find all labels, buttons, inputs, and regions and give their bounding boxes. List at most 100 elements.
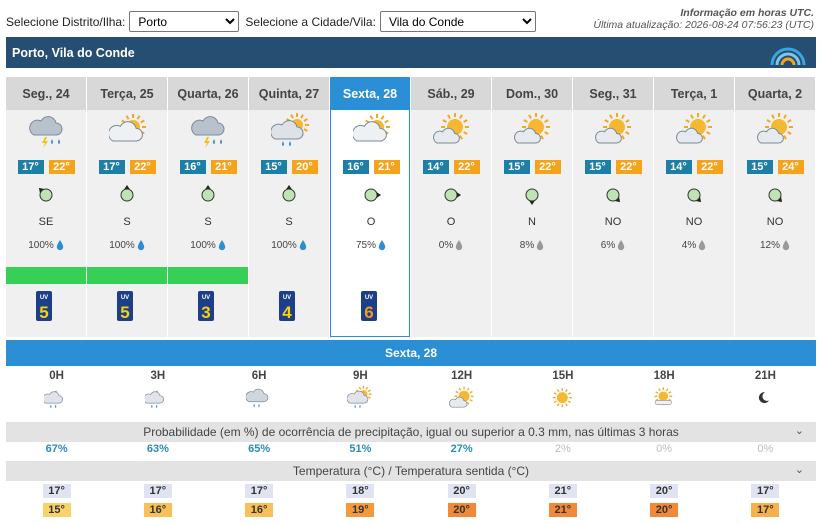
last-update: Última atualização: 2026-08-24 07:56:23 … [593,19,814,31]
hour-label: 21H [754,370,776,382]
day-column[interactable]: Quinta, 27 15° 20° S 100% UV 4 [249,77,329,337]
day-label[interactable]: Quarta, 2 [735,77,815,110]
raindrop-icon [135,240,145,251]
temp-max: 22° [534,160,561,174]
day-label[interactable]: Quinta, 27 [249,77,329,110]
location-header: Porto, Vila do Conde [6,37,816,68]
precip-probability: 100% [87,240,167,251]
uv-index-icon: UV 4 [279,291,295,321]
temp-max: 24° [777,160,804,174]
temp-max: 22° [615,160,642,174]
day-column[interactable]: Sáb., 29 14° 22° O 0% [411,77,491,337]
day-label[interactable]: Seg., 31 [573,77,653,110]
temp-max: 22° [129,160,156,174]
wind-direction-label: NO [604,216,622,228]
wind-direction-icon [440,184,462,206]
utc-note: Informação em horas UTC. [680,7,814,19]
hour-feels-like: 17° [751,503,780,517]
svg-text:UV: UV [121,295,129,301]
hour-precip: 51% [349,443,372,455]
temp-min: 14° [422,160,449,174]
precip-value: 4% [681,240,697,251]
hour-label: 0H [49,370,64,382]
rain-warning-bar [168,267,248,284]
day-temps: 17° 22° [6,160,86,174]
hour-label: 9H [353,370,368,382]
wind-direction-icon [764,184,786,206]
hour-precip: 2% [554,443,571,455]
raindrop-icon [376,240,386,251]
day-label[interactable]: Terça, 1 [654,77,734,110]
hour-precip: 67% [45,443,68,455]
temp-max: 20° [291,160,318,174]
day-label[interactable]: Dom., 30 [492,77,572,110]
wind-direction-label: NO [685,216,703,228]
raindrop-icon [696,240,706,251]
day-column[interactable]: Quarta, 2 15° 24° NO 12% [735,77,815,337]
weather-sun-cloud-icon [433,113,471,149]
hour-temp: 21° [548,484,577,498]
precip-section-header[interactable]: Probabilidade (em %) de ocorrência de pr… [6,422,816,442]
chevron-down-icon[interactable]: ⌄ [794,425,804,437]
hour-temp: 17° [143,484,172,498]
weather-thunder-rain-icon [28,113,66,149]
temp-max: 22° [696,160,723,174]
hour-precip: 0% [656,443,673,455]
precip-probability: 100% [249,240,329,251]
weather-sun-cloud-icon [757,113,795,149]
wind-direction-icon [197,184,219,206]
hour-temp: 17° [42,484,71,498]
day-column[interactable]: Seg., 24 17° 22° SE 100% UV 5 [6,77,86,337]
weather-sun-cloud-icon [676,113,714,149]
hour-precip: 27% [450,443,473,455]
wind-direction-label: S [123,216,131,228]
day-column[interactable]: Terça, 1 14° 22° NO 4% [654,77,734,337]
wind-direction-label: O [446,216,456,228]
hour-labels: 0H 3H 6H 9H 12H 15H 18H 21H [6,370,816,382]
city-select[interactable]: Vila do Conde [379,11,536,32]
svg-text:UV: UV [40,295,48,301]
precip-value: 100% [190,240,216,251]
hour-cloud-rain-icon [209,386,310,416]
rain-warning-bar [6,267,86,284]
weather-thunder-rain-icon [190,113,228,149]
temp-section-header[interactable]: Temperatura (°C) / Temperatura sentida (… [6,461,816,481]
district-select[interactable]: Porto [129,11,240,32]
day-column[interactable]: Sexta, 28 16° 21° O 75% UV 6 [330,77,410,337]
day-temps: 14° 22° [654,160,734,174]
raindrop-icon [453,240,463,251]
chevron-down-icon[interactable]: ⌄ [794,464,804,476]
wind-direction-icon [35,184,57,206]
day-column[interactable]: Quarta, 26 16° 21° S 100% UV 3 [168,77,248,337]
precip-value: 75% [355,240,376,251]
wind-direction-label: S [285,216,293,228]
day-column[interactable]: Dom., 30 15° 22° N 8% [492,77,572,337]
day-column[interactable]: Seg., 31 15° 22° NO 6% [573,77,653,337]
uv-index-icon: UV 6 [361,291,377,321]
day-label[interactable]: Sáb., 29 [411,77,491,110]
uv-index-value: 3 [201,303,210,321]
temp-min: 15° [260,160,287,174]
wind-direction-label: NO [766,216,784,228]
precip-value: 0% [438,240,454,251]
day-column[interactable]: Terça, 25 17° 22° S 100% UV 5 [87,77,167,337]
day-label[interactable]: Sexta, 28 [331,77,409,110]
raindrop-icon [216,240,226,251]
ipma-logo-icon [770,47,806,66]
precip-value: 8% [519,240,535,251]
hour-feels-like: 16° [245,503,274,517]
day-label[interactable]: Seg., 24 [6,77,86,110]
hour-precip: 0% [757,443,774,455]
wind-direction-label: SE [38,216,54,228]
uv-index-value: 5 [120,303,129,321]
hour-sun-icon [512,386,613,416]
precip-probability: 6% [573,240,653,251]
rain-warning-bar [87,267,167,284]
hour-temp: 18° [346,484,375,498]
wind-direction-icon [360,184,382,206]
hour-sun-cloud-icon [411,386,512,416]
day-temps: 15° 22° [492,160,572,174]
raindrop-icon [615,240,625,251]
day-label[interactable]: Quarta, 26 [168,77,248,110]
day-label[interactable]: Terça, 25 [87,77,167,110]
